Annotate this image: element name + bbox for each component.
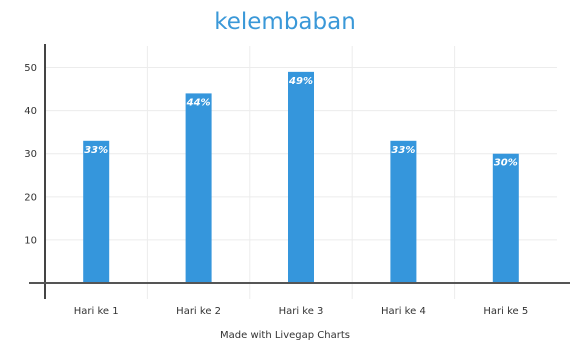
chart-title: kelembaban (214, 9, 356, 35)
y-tick-label: 40 (24, 106, 37, 117)
bar (492, 153, 519, 283)
bar (288, 71, 314, 283)
data-label: 33% (84, 145, 108, 156)
data-label: 44% (186, 97, 211, 108)
labels-layer: 10 20 30 40 50 33% Hari ke 1 44% Hari ke 2 49% Har… (24, 63, 528, 317)
y-tick-label: 10 (24, 235, 37, 246)
x-tick-label: Hari ke 2 (176, 306, 221, 317)
y-tick-label: 50 (24, 63, 37, 74)
footer-credit: Made with Livegap Charts (220, 330, 350, 341)
bars-layer (83, 71, 519, 284)
data-label: 33% (391, 145, 415, 156)
x-tick-label: Hari ke 1 (74, 306, 119, 317)
bar (185, 93, 212, 284)
axes-layer (29, 44, 570, 299)
bar (83, 140, 110, 283)
data-label: 30% (494, 158, 518, 169)
bar (390, 140, 417, 283)
x-tick-label: Hari ke 3 (279, 306, 324, 317)
y-tick-label: 30 (24, 149, 37, 160)
data-label: 49% (288, 76, 313, 87)
x-tick-label: Hari ke 5 (483, 306, 528, 317)
y-tick-label: 20 (24, 192, 37, 203)
x-tick-label: Hari ke 4 (381, 306, 426, 317)
